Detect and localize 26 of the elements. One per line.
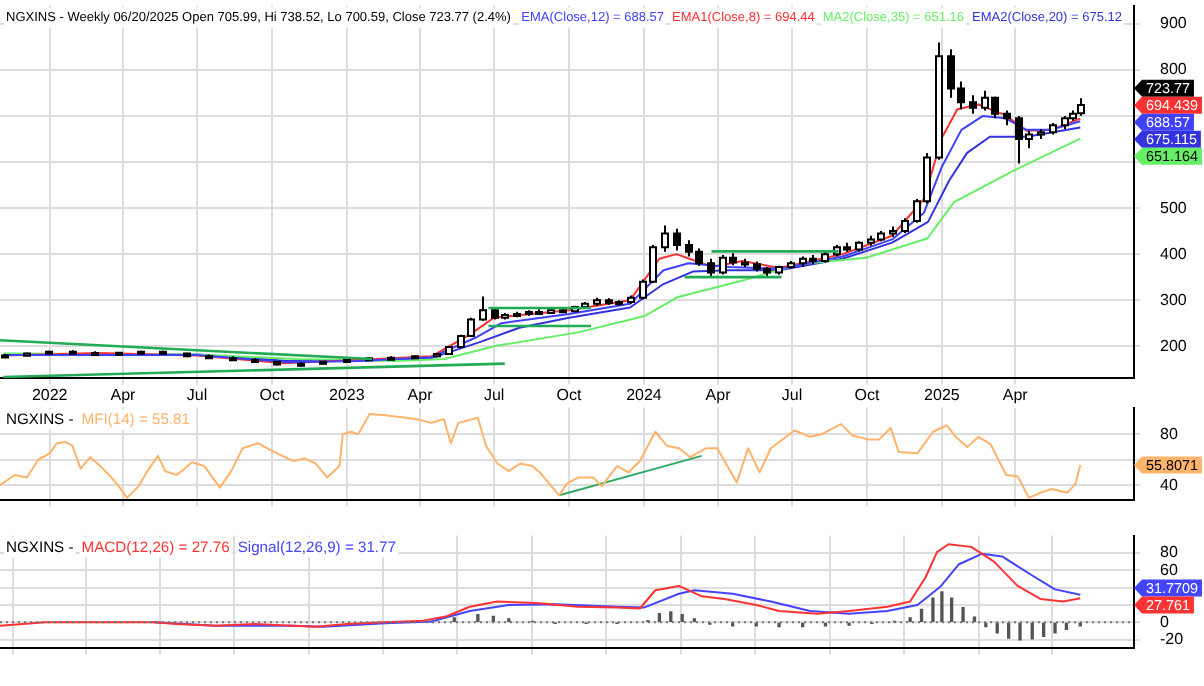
x-tick-label: 2025 <box>924 386 961 405</box>
y-tick-label: 300 <box>1160 290 1188 309</box>
y-tick-label: 200 <box>1160 336 1188 355</box>
y-tick-label: 0 <box>1160 612 1170 631</box>
x-tick-label: 2024 <box>626 386 663 405</box>
x-tick-label: Oct <box>259 386 286 405</box>
x-tick-label: 2022 <box>31 386 69 405</box>
y-tick-label: 80 <box>1160 424 1179 443</box>
y-tick-label: 400 <box>1160 244 1188 263</box>
x-tick-label: Jul <box>781 386 803 405</box>
x-tick-label: Jul <box>483 386 505 405</box>
x-tick-label: Apr <box>1002 386 1029 405</box>
y-tick-label: 900 <box>1160 14 1188 33</box>
x-tick-label: Jul <box>186 386 208 405</box>
y-tick-label: 500 <box>1160 198 1188 217</box>
y-tick-label: 40 <box>1160 475 1179 494</box>
x-tick-label: Apr <box>407 386 434 405</box>
x-tick-label: Apr <box>110 386 137 405</box>
x-tick-label: Oct <box>854 386 881 405</box>
x-tick-label: Oct <box>556 386 584 405</box>
x-tick-label: 2023 <box>329 386 366 405</box>
x-tick-label: Apr <box>705 386 732 405</box>
y-tick-label: 80 <box>1160 543 1179 562</box>
y-tick-label: -20 <box>1160 630 1185 649</box>
y-tick-label: 60 <box>1160 560 1179 579</box>
y-tick-label: 800 <box>1160 60 1188 79</box>
